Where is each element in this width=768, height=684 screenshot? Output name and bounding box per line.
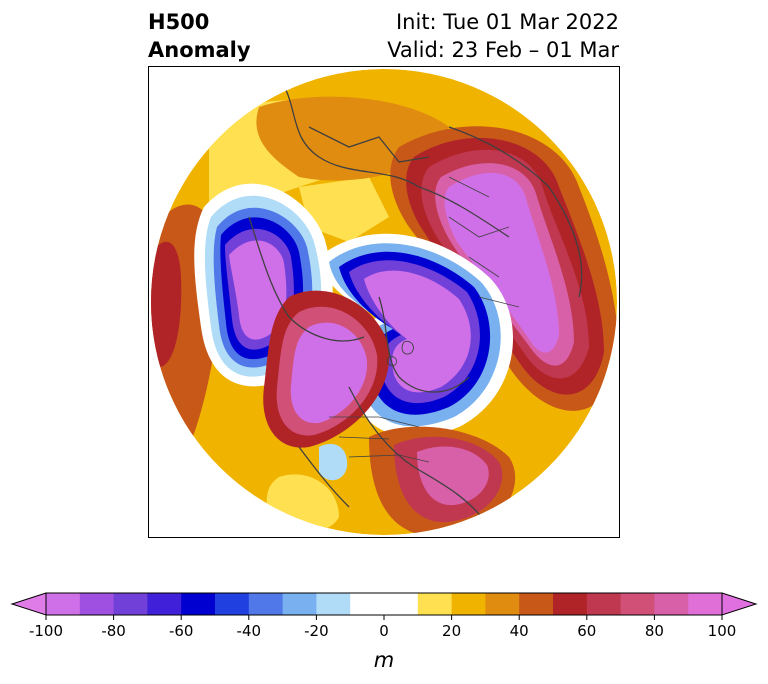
colorbar: -100 -80 -60 -40 -20 0 20 40 60 80 100 m [0, 580, 768, 680]
title-line-2: Anomaly [148, 38, 251, 62]
colorbar-bin-8 [316, 593, 351, 615]
colorbar-tick-label-10: 100 [708, 622, 737, 640]
borders-eurasia [448, 176, 520, 308]
colorbar-bin-13 [519, 593, 554, 615]
coastlines [248, 76, 583, 528]
colorbar-graphic: -100 -80 -60 -40 -20 0 20 40 60 80 100 m [10, 592, 758, 672]
date-block: Init: Tue 01 Mar 2022 Valid: 23 Feb – 01… [387, 8, 619, 64]
colorbar-unit: m [374, 648, 394, 672]
colorbar-bin-12 [485, 593, 520, 615]
colorbar-bin-15 [586, 593, 622, 615]
colorbar-bin-6 [248, 593, 284, 615]
colorbar-bin-10 [417, 593, 453, 615]
colorbar-bin-4 [181, 593, 216, 615]
colorbar-tick-label-8: 60 [577, 622, 596, 640]
trough-arctic-core [364, 270, 471, 393]
ridge-core [444, 172, 559, 353]
colorbar-tick-label-7: 40 [510, 622, 529, 640]
borders-us [329, 416, 430, 463]
colorbar-tick-label-5: 0 [379, 622, 389, 640]
colorbar-under-arrow [10, 592, 47, 616]
coastline-mexico [298, 446, 350, 508]
polar-map [148, 66, 620, 538]
trough-pacific-core [229, 240, 287, 340]
valid-range: Valid: 23 Feb – 01 Mar [387, 38, 619, 62]
colorbar-bin-18 [688, 593, 723, 615]
arctic-islands [386, 340, 414, 366]
init-date: Init: Tue 01 Mar 2022 [395, 10, 619, 34]
colorbar-bin-0 [46, 593, 81, 615]
colorbar-bin-3 [147, 593, 182, 615]
colorbar-bin-17 [654, 593, 689, 615]
colorbar-bin-2 [113, 593, 148, 615]
colorbar-bin-14 [553, 593, 588, 615]
coastline-arctic [378, 296, 470, 393]
anomaly-shading [151, 69, 617, 535]
colorbar-bin-16 [620, 593, 655, 615]
ridge-south-core [417, 446, 489, 506]
colorbar-bin-7 [282, 593, 317, 615]
coastline-asia [448, 126, 583, 298]
coastline-greenland [248, 216, 365, 342]
colorbar-tick-label-4: -20 [304, 622, 329, 640]
anomaly-field [151, 69, 617, 535]
coastline-europe [308, 126, 430, 163]
weak-negative-south [319, 443, 348, 481]
colorbar-tick-label-6: 20 [442, 622, 461, 640]
colorbar-tick-label-1: -80 [101, 622, 126, 640]
colorbar-tick-label-2: -60 [169, 622, 194, 640]
colorbar-ticks: -100 -80 -60 -40 -20 0 20 40 60 80 100 [29, 615, 736, 640]
colorbar-bin-9 [350, 593, 419, 615]
colorbar-bins [10, 592, 758, 616]
weak-positive-north [299, 177, 389, 242]
colorbar-over-arrow [721, 592, 758, 616]
colorbar-tick-label-9: 80 [645, 622, 664, 640]
colorbar-bin-1 [79, 593, 115, 615]
map-title: H500 Anomaly [148, 8, 251, 64]
colorbar-tick-label-0: -100 [29, 622, 63, 640]
colorbar-bin-5 [215, 593, 250, 615]
colorbar-tick-label-3: -40 [237, 622, 262, 640]
coastline-eurasia [278, 76, 510, 238]
colorbar-bin-11 [451, 593, 486, 615]
ridge-west-core [151, 241, 182, 367]
title-line-1: H500 [148, 10, 210, 34]
ridge-na-core [290, 322, 368, 424]
coastline-north-america [348, 386, 490, 528]
